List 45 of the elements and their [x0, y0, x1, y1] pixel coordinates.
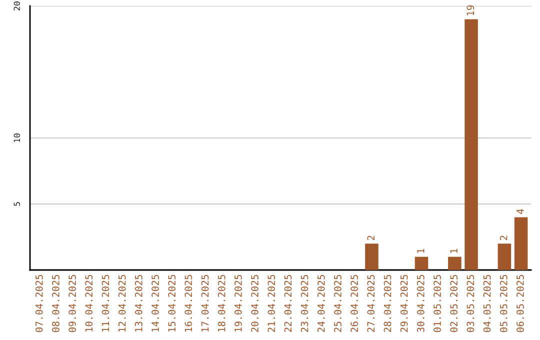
data-label: 1	[417, 248, 424, 253]
x-tick-label: 07.04.2025	[35, 274, 43, 332]
x-tick-label: 28.04.2025	[384, 274, 392, 332]
bar	[498, 244, 512, 270]
y-tick-label: 5	[14, 202, 20, 206]
x-tick-label: 05.05.2025	[500, 274, 508, 332]
x-tick-label: 19.04.2025	[234, 274, 242, 332]
data-label: 4	[516, 209, 524, 214]
y-tick-label: 20	[14, 2, 20, 10]
x-tick-label: 24.04.2025	[317, 274, 325, 332]
x-tick-label: 29.04.2025	[400, 274, 408, 332]
x-tick-label: 30.04.2025	[417, 274, 424, 332]
data-label: 2	[367, 236, 374, 240]
bar	[365, 244, 378, 270]
x-tick-label: 11.04.2025	[102, 274, 110, 332]
y-tick-label: 10	[14, 134, 20, 142]
x-tick-label: 20.04.2025	[251, 274, 258, 332]
x-tick-label: 04.05.2025	[483, 274, 491, 332]
bar	[464, 19, 478, 270]
x-tick-label: 03.05.2025	[466, 274, 474, 332]
x-tick-label: 23.04.2025	[300, 274, 308, 332]
x-tick-label: 10.04.2025	[85, 274, 93, 332]
data-label: 19	[466, 5, 474, 16]
x-tick-label: 01.05.2025	[434, 274, 441, 332]
x-tick-label: 09.04.2025	[68, 274, 76, 332]
x-tick-label: 22.04.2025	[284, 274, 292, 332]
x-tick-label: 25.04.2025	[334, 274, 342, 332]
x-tick-label: 18.04.2025	[218, 274, 226, 332]
x-tick-label: 14.04.2025	[152, 274, 159, 332]
x-tick-label: 15.04.2025	[168, 274, 176, 332]
x-tick-label: 16.04.2025	[184, 274, 192, 332]
x-tick-label: 17.04.2025	[201, 274, 209, 332]
x-tick-label: 26.04.2025	[350, 274, 358, 332]
data-label: 1	[450, 248, 458, 253]
x-tick-label: 21.04.2025	[268, 274, 276, 332]
x-tick-label: 27.04.2025	[367, 274, 375, 332]
x-tick-label: 06.05.2025	[516, 274, 524, 332]
bar	[414, 256, 428, 270]
data-label: 2	[500, 236, 508, 240]
bar	[448, 256, 462, 270]
bar	[514, 217, 528, 270]
x-tick-label: 08.04.2025	[52, 274, 60, 332]
x-tick-label: 12.04.2025	[118, 274, 126, 332]
x-tick-label: 02.05.2025	[450, 274, 458, 332]
x-tick-label: 13.04.2025	[134, 274, 142, 332]
